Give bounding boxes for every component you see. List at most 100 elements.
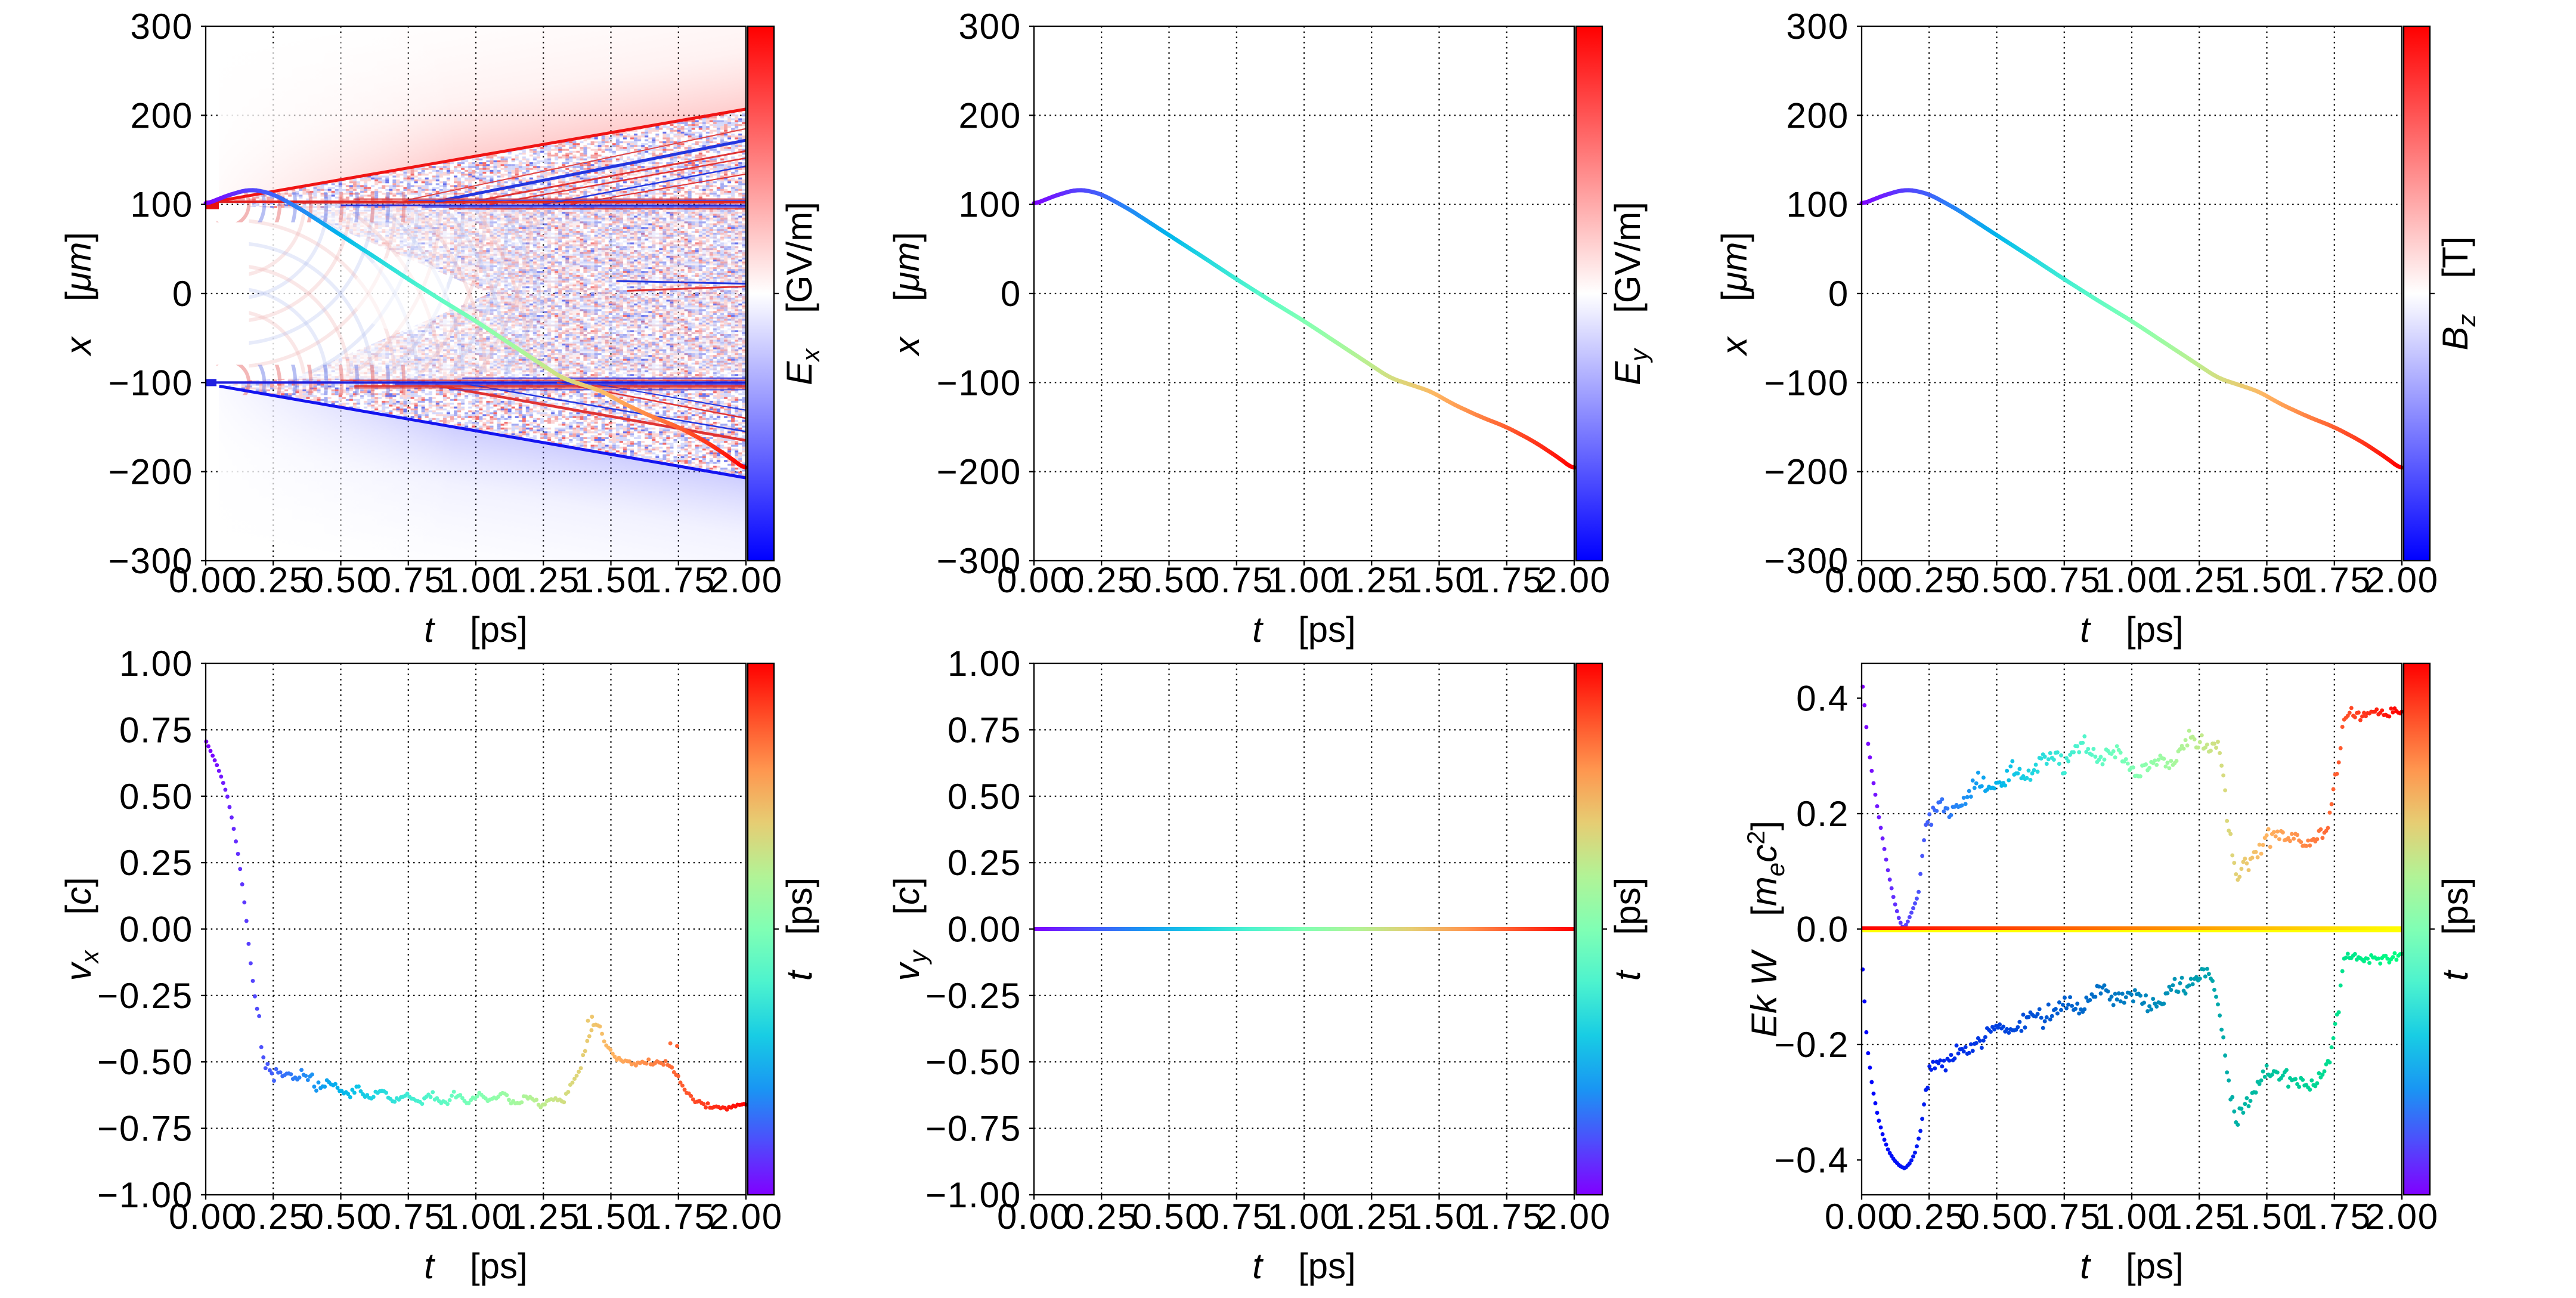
svg-text:0.4: 0.4 (1796, 679, 1849, 719)
svg-text:0.00: 0.00 (1825, 1197, 1899, 1237)
svg-text:1.00: 1.00 (439, 1197, 513, 1237)
svg-text:0.00: 0.00 (119, 910, 193, 950)
svg-text:0.50: 0.50 (119, 777, 193, 817)
svg-text:2.00: 2.00 (2365, 560, 2439, 600)
svg-text:t [ps]: t [ps] (424, 1246, 527, 1286)
svg-text:0.50: 0.50 (304, 560, 378, 600)
svg-text:1.75: 1.75 (2298, 560, 2371, 600)
svg-text:−0.4: −0.4 (1774, 1141, 1849, 1180)
svg-text:1.50: 1.50 (1402, 560, 1476, 600)
svg-text:x [μm]: x [μm] (58, 232, 98, 357)
svg-text:Ey [GV/m]: Ey [GV/m] (1608, 202, 1653, 385)
svg-text:−0.50: −0.50 (925, 1042, 1021, 1082)
svg-text:2.00: 2.00 (1537, 1197, 1611, 1237)
svg-text:t [ps]: t [ps] (1252, 610, 1355, 650)
svg-text:−0.75: −0.75 (925, 1109, 1021, 1149)
svg-text:1.25: 1.25 (506, 1197, 580, 1237)
svg-text:0.00: 0.00 (169, 560, 243, 600)
svg-text:−0.25: −0.25 (97, 976, 193, 1016)
svg-text:0.25: 0.25 (119, 843, 193, 883)
svg-text:300: 300 (1786, 7, 1849, 47)
svg-text:1.50: 1.50 (574, 560, 648, 600)
svg-text:1.00: 1.00 (1267, 1197, 1341, 1237)
svg-text:100: 100 (958, 185, 1021, 225)
svg-text:2.00: 2.00 (709, 560, 783, 600)
svg-text:0.75: 0.75 (2027, 560, 2101, 600)
svg-text:0.50: 0.50 (1960, 560, 2034, 600)
svg-text:−300: −300 (1764, 541, 1849, 581)
svg-text:0.2: 0.2 (1796, 794, 1849, 834)
svg-text:1.50: 1.50 (2230, 1197, 2304, 1237)
svg-text:1.75: 1.75 (2298, 1197, 2371, 1237)
svg-text:0.50: 0.50 (304, 1197, 378, 1237)
svg-text:2.00: 2.00 (2365, 1197, 2439, 1237)
svg-text:0.50: 0.50 (948, 777, 1021, 817)
svg-text:Ex [GV/m]: Ex [GV/m] (779, 202, 825, 385)
svg-text:−300: −300 (109, 541, 193, 581)
svg-text:0.75: 0.75 (2027, 1197, 2101, 1237)
svg-text:200: 200 (1786, 95, 1849, 135)
svg-text:1.25: 1.25 (506, 560, 580, 600)
svg-text:0.25: 0.25 (1064, 560, 1138, 600)
svg-text:1.25: 1.25 (1335, 560, 1408, 600)
svg-text:0.75: 0.75 (371, 560, 445, 600)
svg-text:1.50: 1.50 (1402, 1197, 1476, 1237)
svg-text:1.00: 1.00 (2095, 560, 2169, 600)
svg-text:300: 300 (130, 7, 193, 47)
svg-text:1.75: 1.75 (1470, 560, 1544, 600)
svg-text:Ek W [mec2]: Ek W [mec2] (1742, 821, 1789, 1037)
svg-text:200: 200 (130, 95, 193, 135)
svg-text:0.25: 0.25 (1064, 1197, 1138, 1237)
svg-text:−0.2: −0.2 (1774, 1025, 1849, 1065)
svg-text:−100: −100 (1764, 363, 1849, 403)
svg-text:−200: −200 (1764, 452, 1849, 492)
svg-text:0.00: 0.00 (997, 1197, 1071, 1237)
svg-text:−0.50: −0.50 (97, 1042, 193, 1082)
svg-text:t [ps]: t [ps] (1252, 1246, 1355, 1286)
svg-text:0.75: 0.75 (1200, 560, 1274, 600)
svg-text:x [μm]: x [μm] (1714, 232, 1754, 357)
svg-text:vx [c]: vx [c] (58, 877, 104, 981)
svg-text:0.50: 0.50 (1132, 1197, 1206, 1237)
svg-text:0.25: 0.25 (1892, 1197, 1966, 1237)
svg-text:0: 0 (172, 274, 193, 314)
svg-text:−0.25: −0.25 (925, 976, 1021, 1016)
svg-text:100: 100 (1786, 185, 1849, 225)
svg-text:−300: −300 (937, 541, 1021, 581)
svg-text:0.50: 0.50 (1132, 560, 1206, 600)
svg-text:0.00: 0.00 (1825, 560, 1899, 600)
svg-text:1.75: 1.75 (642, 560, 716, 600)
svg-text:1.75: 1.75 (642, 1197, 716, 1237)
svg-text:2.00: 2.00 (709, 1197, 783, 1237)
svg-text:0.25: 0.25 (1892, 560, 1966, 600)
svg-text:0.00: 0.00 (948, 910, 1021, 950)
svg-text:t [ps]: t [ps] (424, 610, 527, 650)
svg-text:0.25: 0.25 (948, 843, 1021, 883)
svg-text:−100: −100 (109, 363, 193, 403)
svg-text:1.00: 1.00 (948, 644, 1021, 684)
svg-text:1.25: 1.25 (2162, 560, 2236, 600)
svg-text:0.00: 0.00 (997, 560, 1071, 600)
svg-text:1.00: 1.00 (439, 560, 513, 600)
svg-text:1.50: 1.50 (574, 1197, 648, 1237)
svg-text:0.50: 0.50 (1960, 1197, 2034, 1237)
svg-text:−200: −200 (937, 452, 1021, 492)
svg-text:t [ps]: t [ps] (2435, 877, 2475, 981)
svg-text:1.50: 1.50 (2230, 560, 2304, 600)
svg-text:200: 200 (958, 95, 1021, 135)
svg-text:0.75: 0.75 (371, 1197, 445, 1237)
svg-text:t [ps]: t [ps] (779, 877, 819, 981)
svg-text:x [μm]: x [μm] (887, 232, 927, 357)
svg-text:−1.00: −1.00 (97, 1175, 193, 1215)
svg-text:−0.75: −0.75 (97, 1109, 193, 1149)
svg-text:−100: −100 (937, 363, 1021, 403)
svg-text:0.00: 0.00 (169, 1197, 243, 1237)
svg-text:0.25: 0.25 (236, 1197, 310, 1237)
svg-text:t [ps]: t [ps] (1608, 877, 1648, 981)
svg-text:1.00: 1.00 (2095, 1197, 2169, 1237)
svg-text:0.75: 0.75 (119, 710, 193, 750)
svg-text:0: 0 (1001, 274, 1021, 314)
svg-text:1.00: 1.00 (119, 644, 193, 684)
svg-text:1.00: 1.00 (1267, 560, 1341, 600)
svg-text:300: 300 (958, 7, 1021, 47)
